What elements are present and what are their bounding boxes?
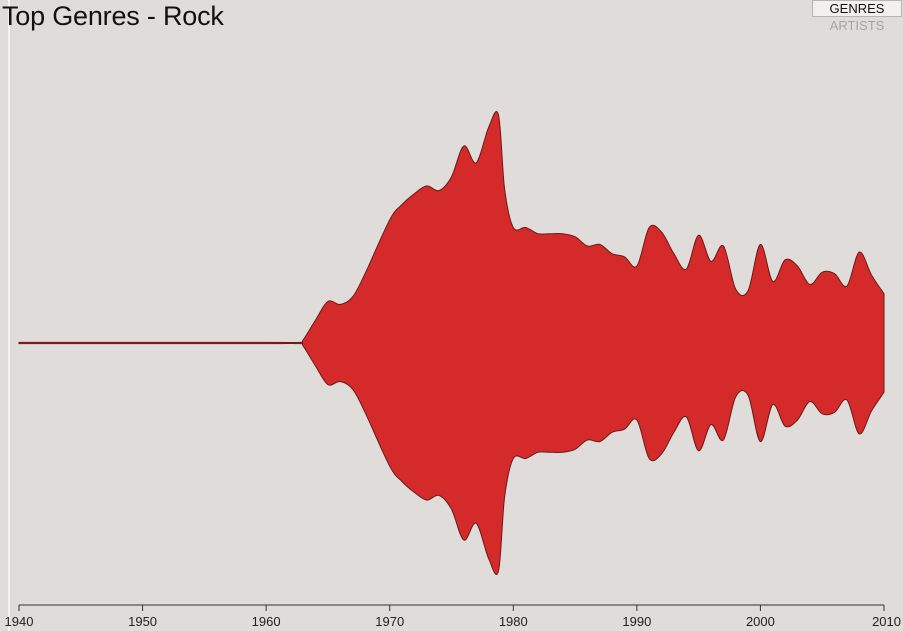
x-tick-label: 2010 [872,614,901,629]
x-tick-label: 1960 [252,614,281,629]
x-tick-label: 2000 [746,614,775,629]
x-tick-label: 1990 [622,614,651,629]
view-switch: GENRES ARTISTS [812,0,902,35]
x-tick-label: 1980 [499,614,528,629]
chart-title: Top Genres - Rock [2,1,224,31]
x-tick-label: 1970 [375,614,404,629]
x-tick-label: 1950 [128,614,157,629]
artists-button[interactable]: ARTISTS [829,18,885,33]
x-tick-label: 1940 [5,614,34,629]
left-divider [8,0,10,631]
genres-button[interactable]: GENRES [812,0,902,17]
stream-series-rock[interactable] [18,111,885,575]
